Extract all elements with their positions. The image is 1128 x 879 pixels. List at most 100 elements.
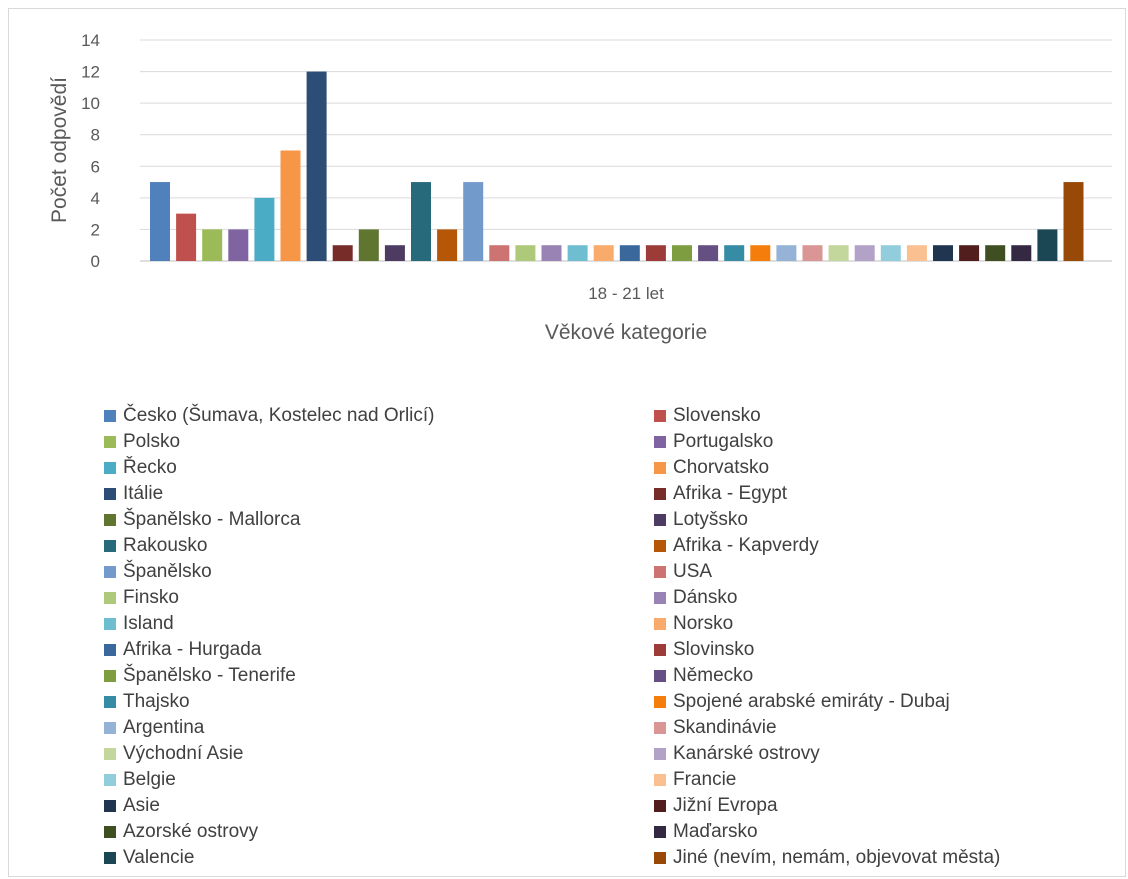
bar — [489, 245, 510, 261]
bar — [959, 245, 980, 261]
legend-item: Norsko — [654, 611, 733, 637]
legend-label: Francie — [673, 769, 737, 790]
legend-swatch — [654, 488, 666, 500]
legend-swatch — [104, 670, 116, 682]
legend-label: Finsko — [123, 587, 179, 608]
legend-swatch — [104, 826, 116, 838]
legend-label: Belgie — [123, 769, 176, 790]
legend-swatch — [654, 514, 666, 526]
legend-item: Skandinávie — [654, 715, 777, 741]
bar — [828, 245, 849, 261]
legend-swatch — [104, 618, 116, 630]
legend-label: Španělsko - Tenerife — [123, 665, 296, 686]
legend-item: Kanárské ostrovy — [654, 741, 820, 767]
legend-item: Česko (Šumava, Kostelec nad Orlicí) — [104, 403, 435, 429]
legend-label: Rakousko — [123, 535, 208, 556]
legend-item: Polsko — [104, 429, 180, 455]
y-tick-label: 10 — [81, 94, 100, 113]
bar — [150, 182, 170, 261]
legend-label: Slovensko — [673, 405, 761, 426]
legend-item: Rakousko — [104, 533, 208, 559]
legend-item: Spojené arabské emiráty - Dubaj — [654, 689, 950, 715]
legend-item: Řecko — [104, 455, 177, 481]
bar — [306, 71, 327, 261]
legend-label: Dánsko — [673, 587, 738, 608]
legend-label: Chorvatsko — [673, 457, 770, 478]
legend-label: Valencie — [123, 847, 195, 868]
legend-swatch — [104, 774, 116, 786]
legend-label: Spojené arabské emiráty - Dubaj — [673, 691, 950, 712]
bar — [933, 245, 953, 261]
bar — [880, 245, 901, 261]
legend-item: Asie — [104, 793, 160, 819]
legend-label: Jižní Evropa — [673, 795, 778, 816]
legend-item: Island — [104, 611, 174, 637]
legend-label: Afrika - Kapverdy — [673, 535, 819, 556]
bar — [1063, 182, 1084, 261]
bar — [1011, 245, 1032, 261]
legend-label: Azorské ostrovy — [123, 821, 259, 842]
legend-label: Afrika - Egypt — [673, 483, 788, 504]
legend-item: USA — [654, 559, 712, 585]
bar — [358, 229, 379, 261]
legend-swatch — [654, 644, 666, 656]
bar — [985, 245, 1006, 261]
legend-item: Azorské ostrovy — [104, 819, 258, 845]
legend-swatch — [654, 410, 666, 422]
y-tick-label: 6 — [91, 157, 100, 176]
legend-swatch — [654, 670, 666, 682]
x-axis-title: Věkové kategorie — [545, 321, 707, 344]
legend-item: Španělsko - Tenerife — [104, 663, 296, 689]
bar — [515, 245, 536, 261]
bar — [541, 245, 562, 261]
legend-swatch — [104, 852, 116, 864]
bar — [750, 245, 771, 261]
y-tick-label: 14 — [81, 31, 100, 50]
legend-swatch — [104, 436, 116, 448]
legend-item: Dánsko — [654, 585, 737, 611]
legend-swatch — [654, 618, 666, 630]
legend-item: Německo — [654, 663, 753, 689]
legend-item: Afrika - Egypt — [654, 481, 787, 507]
legend-swatch — [104, 488, 116, 500]
legend-label: Asie — [123, 795, 160, 816]
legend-swatch — [654, 696, 666, 708]
legend-swatch — [104, 748, 116, 760]
legend-swatch — [654, 748, 666, 760]
y-tick-label: 2 — [91, 220, 100, 239]
y-axis-title: Počet odpovědí — [48, 77, 71, 223]
legend-swatch — [104, 800, 116, 812]
chart-frame — [8, 8, 1126, 877]
legend-label: Česko (Šumava, Kostelec nad Orlicí) — [123, 405, 435, 426]
y-tick-label: 12 — [81, 63, 100, 82]
legend-label: Německo — [673, 665, 754, 686]
legend-swatch — [104, 566, 116, 578]
bar — [1037, 229, 1058, 261]
legend-item: Východní Asie — [104, 741, 243, 767]
legend-swatch — [654, 826, 666, 838]
legend-item: Itálie — [104, 481, 163, 507]
legend-label: Island — [123, 613, 174, 634]
bar — [437, 229, 458, 261]
legend-label: Řecko — [123, 457, 177, 478]
bar — [567, 245, 588, 261]
legend-swatch — [654, 436, 666, 448]
bar — [176, 213, 197, 261]
bar — [593, 245, 614, 261]
bar — [280, 150, 301, 261]
legend-item: Maďarsko — [654, 819, 758, 845]
legend-label: Itálie — [123, 483, 164, 504]
legend-item: Portugalsko — [654, 429, 773, 455]
legend-item: Valencie — [104, 845, 194, 871]
legend-label: Východní Asie — [123, 743, 244, 764]
bar — [254, 197, 275, 261]
legend-item: Argentina — [104, 715, 204, 741]
legend-label: Kanárské ostrovy — [673, 743, 820, 764]
bar — [202, 229, 223, 261]
bar — [619, 245, 640, 261]
legend-swatch — [654, 852, 666, 864]
legend-item: Španělsko — [104, 559, 212, 585]
legend-label: Lotyšsko — [673, 509, 748, 530]
legend-swatch — [104, 462, 116, 474]
bar — [854, 245, 875, 261]
